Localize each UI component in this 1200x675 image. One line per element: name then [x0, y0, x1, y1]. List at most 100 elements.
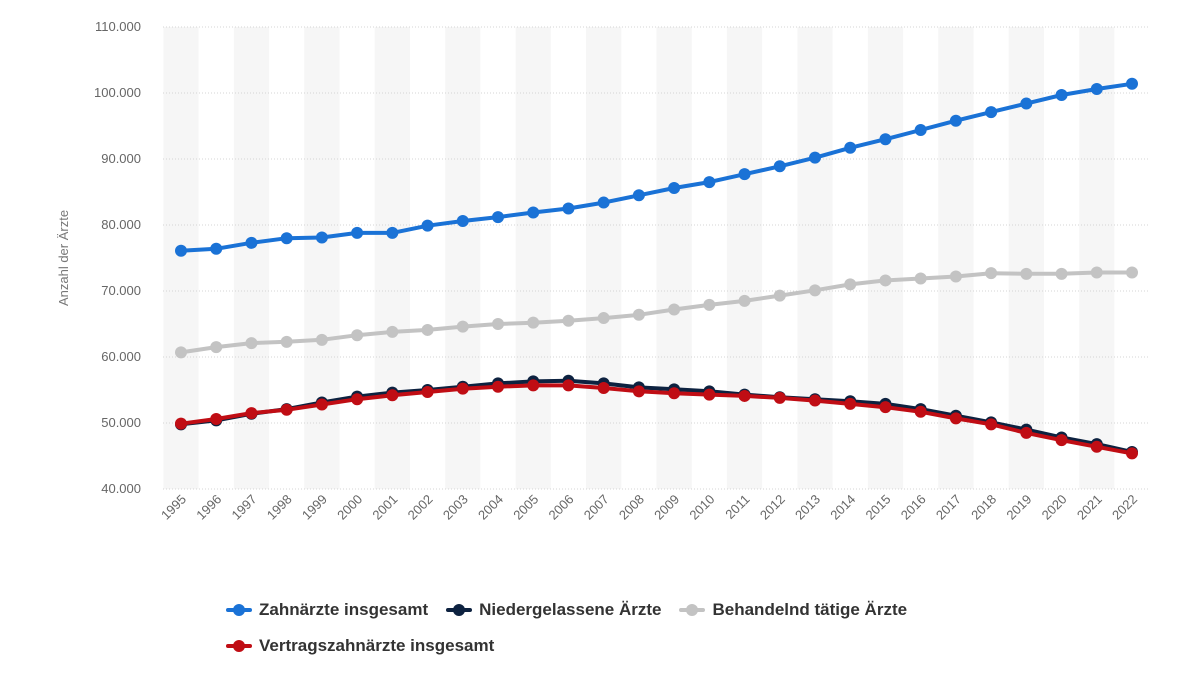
data-point[interactable] — [210, 242, 223, 255]
data-point[interactable] — [738, 168, 751, 181]
data-point[interactable] — [703, 298, 716, 311]
data-point[interactable] — [175, 346, 187, 359]
data-point[interactable] — [175, 417, 187, 430]
data-point[interactable] — [351, 226, 364, 239]
data-point[interactable] — [1020, 426, 1033, 439]
data-point[interactable] — [914, 272, 927, 285]
data-point[interactable] — [844, 141, 857, 154]
data-point[interactable] — [421, 219, 434, 232]
data-point[interactable] — [632, 385, 645, 398]
data-point[interactable] — [280, 403, 293, 416]
data-point[interactable] — [245, 236, 258, 249]
data-point[interactable] — [210, 413, 223, 426]
data-point[interactable] — [703, 176, 716, 189]
data-point[interactable] — [949, 114, 962, 127]
background-band — [304, 27, 340, 489]
data-point[interactable] — [351, 393, 364, 406]
legend-swatch-vertragszahnaerzte — [226, 639, 252, 653]
data-point[interactable] — [245, 407, 258, 420]
data-point[interactable] — [315, 333, 328, 346]
data-point[interactable] — [386, 389, 399, 402]
data-point[interactable] — [280, 232, 293, 245]
x-tick-label: 2000 — [334, 492, 365, 523]
data-point[interactable] — [773, 391, 786, 404]
legend-swatch-zahnaerzte — [226, 603, 252, 617]
data-point[interactable] — [668, 303, 681, 316]
data-point[interactable] — [949, 412, 962, 425]
legend-row-2: Vertragszahnärzte insgesamt — [226, 633, 1026, 659]
data-point[interactable] — [562, 314, 575, 327]
data-point[interactable] — [562, 379, 575, 392]
data-point[interactable] — [597, 382, 610, 395]
legend-swatch-niedergelassene — [446, 603, 473, 617]
data-point[interactable] — [1055, 267, 1068, 280]
data-point[interactable] — [1055, 88, 1068, 101]
y-tick-label: 70.000 — [101, 283, 141, 298]
data-point[interactable] — [456, 320, 469, 333]
data-point[interactable] — [562, 202, 575, 215]
data-point[interactable] — [527, 206, 540, 219]
data-point[interactable] — [879, 401, 892, 414]
data-point[interactable] — [773, 160, 786, 173]
data-point[interactable] — [492, 318, 504, 330]
data-point[interactable] — [632, 189, 645, 202]
data-point[interactable] — [809, 284, 821, 297]
data-point[interactable] — [879, 133, 892, 146]
data-point[interactable] — [386, 325, 399, 338]
data-point[interactable] — [879, 274, 892, 287]
data-point[interactable] — [1090, 440, 1103, 453]
x-tick-label: 1997 — [229, 492, 260, 523]
data-point[interactable] — [773, 289, 786, 302]
data-point[interactable] — [844, 397, 857, 410]
data-point[interactable] — [668, 182, 681, 195]
data-point[interactable] — [844, 278, 857, 291]
y-tick-label: 60.000 — [101, 349, 141, 364]
data-point[interactable] — [703, 388, 716, 401]
data-point[interactable] — [527, 379, 540, 392]
data-point[interactable] — [1126, 77, 1138, 90]
legend-item-zahnaerzte[interactable]: Zahnärzte insgesamt — [226, 600, 428, 620]
data-point[interactable] — [985, 418, 998, 431]
data-point[interactable] — [1126, 447, 1138, 460]
data-point[interactable] — [351, 329, 364, 342]
data-point[interactable] — [175, 244, 187, 257]
data-point[interactable] — [597, 312, 610, 325]
data-point[interactable] — [1055, 434, 1068, 447]
data-point[interactable] — [1020, 97, 1033, 110]
data-point[interactable] — [245, 337, 258, 350]
data-point[interactable] — [527, 316, 540, 329]
data-point[interactable] — [949, 270, 962, 283]
background-band — [867, 27, 904, 489]
data-point[interactable] — [597, 196, 610, 209]
data-point[interactable] — [1020, 267, 1033, 280]
data-point[interactable] — [492, 211, 504, 224]
legend-item-niedergelassene[interactable]: Niedergelassene Ärzte — [446, 600, 661, 620]
data-point[interactable] — [809, 151, 821, 164]
legend-item-behandelnd[interactable]: Behandelnd tätige Ärzte — [679, 600, 907, 620]
data-point[interactable] — [1090, 266, 1103, 279]
data-point[interactable] — [985, 106, 998, 119]
data-point[interactable] — [738, 389, 751, 402]
data-point[interactable] — [914, 405, 927, 418]
data-point[interactable] — [421, 385, 434, 398]
data-point[interactable] — [280, 335, 293, 348]
legend-item-vertragszahnaerzte[interactable]: Vertragszahnärzte insgesamt — [226, 636, 494, 656]
data-point[interactable] — [421, 323, 434, 336]
data-point[interactable] — [738, 294, 751, 307]
data-point[interactable] — [809, 394, 821, 407]
data-point[interactable] — [914, 123, 927, 136]
data-point[interactable] — [386, 226, 399, 239]
legend-row-1: Zahnärzte insgesamt Niedergelassene Ärzt… — [226, 597, 1026, 623]
data-point[interactable] — [1126, 266, 1138, 279]
data-point[interactable] — [456, 382, 469, 395]
data-point[interactable] — [456, 215, 469, 228]
data-point[interactable] — [1090, 83, 1103, 96]
data-point[interactable] — [668, 387, 681, 400]
data-point[interactable] — [492, 380, 504, 393]
data-point[interactable] — [315, 398, 328, 411]
background-band — [797, 27, 833, 489]
data-point[interactable] — [632, 308, 645, 321]
data-point[interactable] — [985, 267, 998, 280]
data-point[interactable] — [315, 231, 328, 244]
data-point[interactable] — [210, 341, 223, 354]
